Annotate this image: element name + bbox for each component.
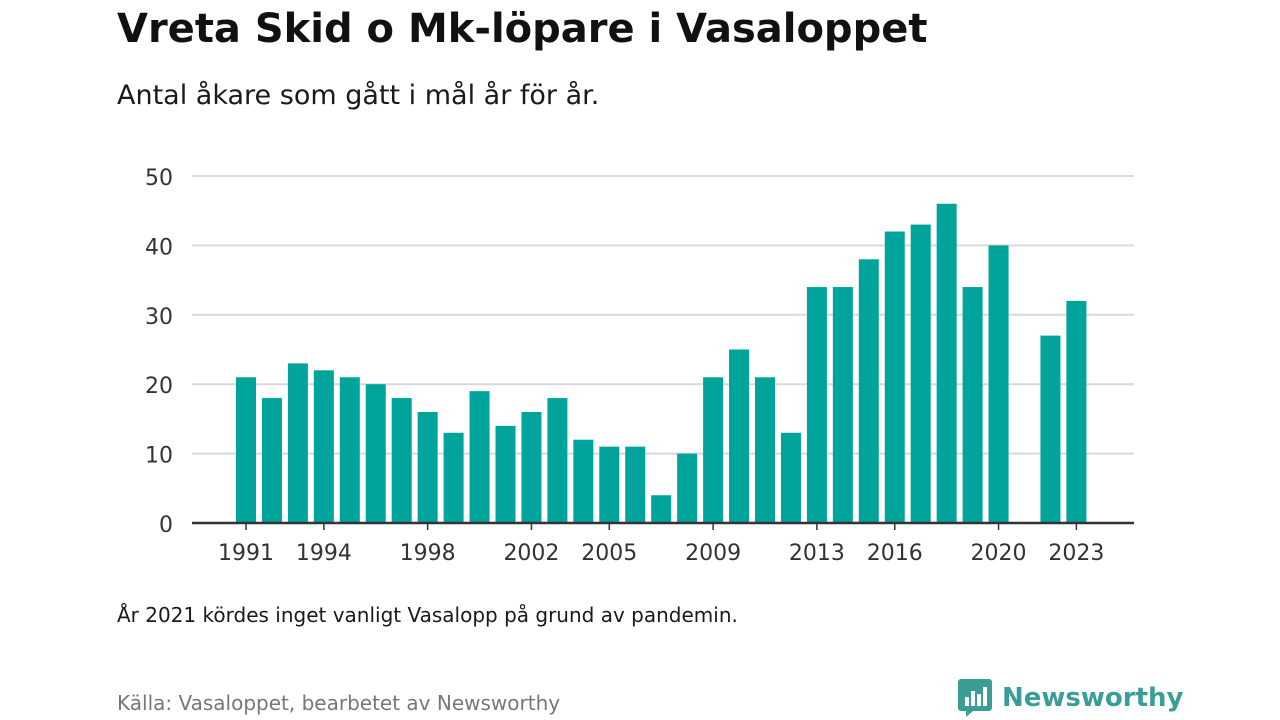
brand-logo: Newsworthy bbox=[958, 679, 1184, 717]
bar-1991 bbox=[236, 377, 256, 523]
bar-1997 bbox=[391, 398, 412, 523]
x-tick-label: 2016 bbox=[867, 541, 923, 566]
x-tick-label: 1998 bbox=[400, 541, 456, 566]
bar-2013 bbox=[806, 287, 827, 523]
bar-2005 bbox=[599, 446, 620, 523]
y-tick-label: 30 bbox=[145, 305, 173, 330]
bar-2009 bbox=[703, 377, 724, 523]
x-tick-label: 2002 bbox=[503, 541, 559, 566]
x-tick-label: 2023 bbox=[1048, 541, 1104, 566]
y-tick-label: 50 bbox=[145, 166, 173, 191]
bar-2000 bbox=[469, 391, 490, 523]
bar-2019 bbox=[962, 287, 983, 523]
axes: 0 10 20 30 40 50 1991 1994 1998 2002 2005 2009 2013 2… bbox=[145, 166, 1134, 566]
bar-2022 bbox=[1040, 335, 1061, 523]
bar-2020 bbox=[988, 245, 1009, 523]
bar-1996 bbox=[365, 384, 386, 523]
bar-2010 bbox=[729, 349, 750, 523]
bar-chart: 0 10 20 30 40 50 1991 1994 1998 2002 2005 2009 2013 2… bbox=[145, 166, 1134, 566]
bar-2016 bbox=[884, 231, 905, 523]
x-tick-label: 2013 bbox=[789, 541, 845, 566]
bar-2002 bbox=[521, 411, 542, 523]
bar-1993 bbox=[287, 363, 308, 523]
bar-2011 bbox=[755, 377, 775, 523]
bar-1992 bbox=[261, 398, 282, 523]
bar-2004 bbox=[573, 439, 594, 523]
bar-1998 bbox=[417, 411, 438, 523]
bar-2006 bbox=[625, 446, 646, 523]
bar-2012 bbox=[780, 432, 801, 523]
bar-2008 bbox=[677, 453, 698, 523]
bar-2018 bbox=[936, 203, 957, 523]
y-tick-label: 0 bbox=[159, 513, 173, 538]
x-tick-label: 2005 bbox=[581, 541, 637, 566]
bars bbox=[236, 203, 1087, 523]
bar-2015 bbox=[858, 259, 879, 523]
x-tick-label: 2009 bbox=[685, 541, 741, 566]
x-tick-label: 1994 bbox=[296, 541, 352, 566]
bar-2003 bbox=[547, 398, 568, 523]
brand-name: Newsworthy bbox=[1002, 683, 1184, 713]
source-credit: Källa: Vasaloppet, bearbetet av Newswort… bbox=[117, 691, 561, 715]
y-tick-label: 20 bbox=[145, 374, 173, 399]
bar-2014 bbox=[832, 287, 853, 523]
bar-1995 bbox=[339, 377, 360, 523]
bar-2001 bbox=[495, 425, 516, 523]
chart-subtitle: Antal åkare som gått i mål år för år. bbox=[117, 80, 600, 111]
y-tick-label: 10 bbox=[145, 444, 173, 469]
bar-1999 bbox=[443, 432, 464, 523]
chart-note: År 2021 kördes inget vanligt Vasalopp på… bbox=[117, 603, 738, 627]
bar-2017 bbox=[910, 224, 931, 523]
bar-1994 bbox=[313, 370, 334, 523]
y-tick-label: 40 bbox=[145, 235, 173, 260]
newsworthy-logo-icon bbox=[958, 679, 992, 717]
bar-2023 bbox=[1066, 300, 1087, 523]
chart-title: Vreta Skid o Mk-löpare i Vasaloppet bbox=[117, 6, 928, 52]
bar-2007 bbox=[651, 495, 672, 523]
x-tick-label: 2020 bbox=[971, 541, 1027, 566]
x-tick-label: 1991 bbox=[218, 541, 274, 566]
